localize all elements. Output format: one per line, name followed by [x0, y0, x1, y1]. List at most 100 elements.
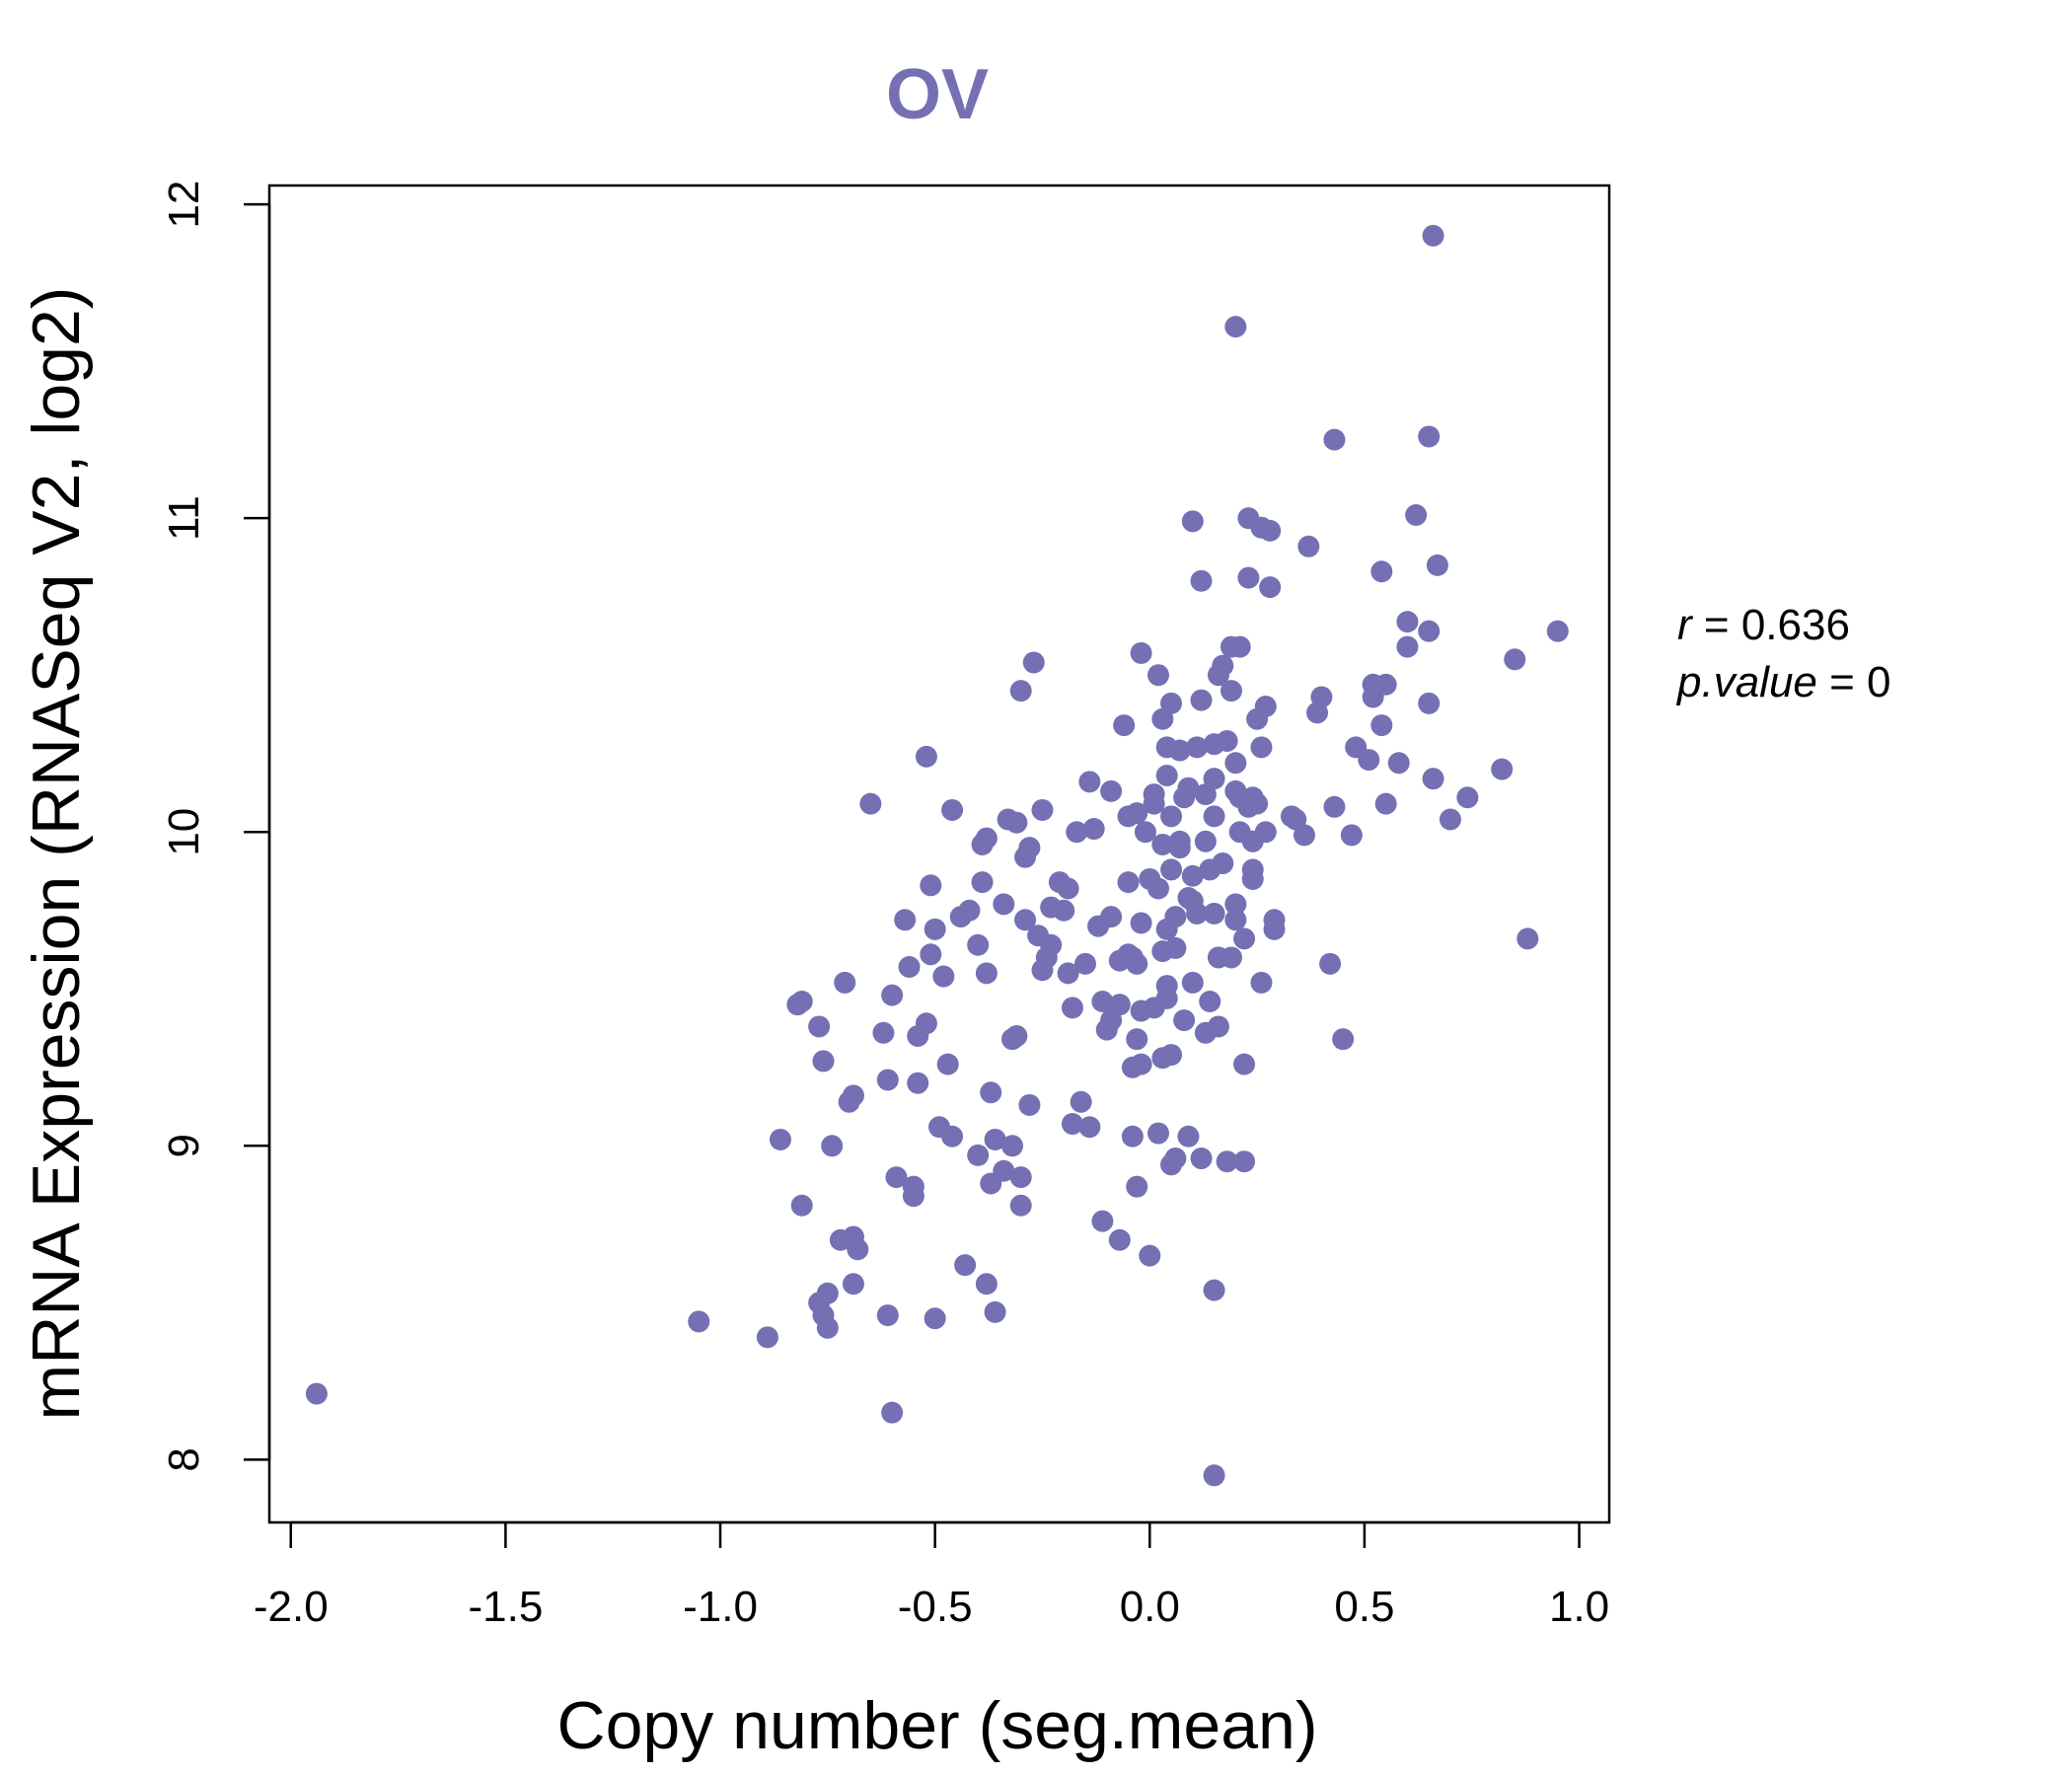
data-point — [1160, 692, 1183, 714]
r-value: 0.636 — [1741, 601, 1850, 649]
data-point — [1057, 962, 1079, 985]
data-point — [834, 971, 856, 994]
data-point — [790, 1194, 813, 1217]
data-point — [1147, 664, 1169, 687]
data-point — [1139, 1244, 1161, 1267]
data-point — [859, 792, 882, 815]
data-point — [812, 1050, 835, 1073]
data-point — [1203, 768, 1225, 790]
data-point — [1319, 952, 1342, 975]
data-point — [1177, 777, 1200, 799]
data-point — [1422, 768, 1444, 790]
data-point — [1009, 1194, 1032, 1217]
data-point — [1057, 877, 1079, 900]
data-point — [1073, 952, 1096, 975]
data-point — [769, 1128, 791, 1150]
data-point — [984, 1128, 1006, 1150]
data-point — [932, 965, 955, 988]
data-point — [1224, 909, 1247, 931]
data-point — [1061, 997, 1083, 1019]
data-point — [975, 962, 998, 985]
data-point — [954, 1254, 977, 1277]
data-point — [1224, 752, 1247, 775]
data-point — [1155, 764, 1178, 786]
data-point — [1237, 566, 1260, 589]
data-point — [1078, 1116, 1101, 1139]
data-point — [872, 1021, 895, 1044]
y-tick-label: 8 — [160, 1447, 208, 1471]
data-point — [920, 943, 942, 966]
data-point — [1147, 877, 1169, 900]
x-tick-label: -0.5 — [898, 1583, 973, 1631]
data-point — [1091, 1210, 1114, 1232]
y-axis-title: mRNA Expression (RNASeq V2, log2) — [19, 287, 94, 1421]
data-point — [1061, 1113, 1083, 1136]
data-point — [1151, 833, 1174, 855]
data-point — [1456, 786, 1479, 809]
data-point — [842, 1084, 864, 1107]
data-point — [688, 1310, 710, 1333]
data-point — [1100, 906, 1123, 928]
data-point — [1082, 818, 1105, 841]
data-point — [924, 918, 946, 940]
y-axis: 8 9 10 11 12 — [160, 181, 271, 1472]
data-point — [1323, 428, 1346, 451]
data-point — [1374, 673, 1397, 696]
data-point — [1134, 821, 1156, 844]
y-tick-label: 9 — [160, 1134, 208, 1157]
data-point — [1160, 858, 1183, 881]
data-point — [1233, 927, 1256, 950]
data-point — [1160, 805, 1183, 828]
data-point — [1332, 1028, 1355, 1051]
data-point — [876, 1069, 899, 1091]
data-point — [920, 874, 942, 897]
data-point — [1418, 425, 1441, 448]
data-point — [1491, 758, 1514, 780]
data-point — [1164, 906, 1187, 928]
data-point — [1181, 971, 1204, 994]
data-point — [1246, 792, 1269, 815]
data-point — [1297, 535, 1320, 557]
data-point — [915, 745, 937, 768]
data-point — [1168, 739, 1191, 762]
data-point — [1014, 909, 1037, 931]
data-point — [993, 1159, 1015, 1182]
data-point — [1031, 798, 1054, 821]
p-equals: = — [1817, 658, 1867, 706]
data-point — [1091, 990, 1114, 1012]
data-point — [915, 1012, 937, 1035]
data-point — [1203, 805, 1225, 828]
data-point — [1323, 795, 1346, 818]
data-point — [1190, 1147, 1213, 1170]
data-point — [1396, 635, 1419, 658]
data-point — [1005, 811, 1028, 834]
data-point — [1310, 686, 1333, 708]
data-point — [1228, 635, 1251, 658]
data-point — [1340, 824, 1363, 847]
data-point — [1387, 752, 1410, 775]
data-point — [894, 909, 917, 931]
r-equals: = — [1692, 601, 1741, 649]
r-statistic: r = 0.636 — [1677, 601, 1850, 649]
data-point — [993, 893, 1015, 916]
data-point — [876, 1304, 899, 1327]
data-point — [1130, 641, 1152, 664]
data-point — [1009, 1166, 1032, 1189]
data-point — [1177, 1125, 1200, 1147]
data-point — [1199, 990, 1221, 1012]
data-point — [790, 990, 813, 1012]
data-point — [967, 1144, 990, 1166]
data-point — [1233, 1053, 1256, 1075]
data-point — [1422, 224, 1444, 247]
x-tick-label: 0.5 — [1334, 1583, 1394, 1631]
data-point — [881, 1401, 904, 1424]
data-point — [1130, 912, 1152, 934]
data-point — [1078, 771, 1101, 793]
y-tick-label: 11 — [160, 495, 208, 541]
data-point — [1259, 519, 1282, 542]
x-tick-label: -2.0 — [254, 1583, 329, 1631]
x-tick-label: -1.0 — [683, 1583, 758, 1631]
x-axis: -2.0 -1.5 -1.0 -0.5 0.0 0.5 1.0 — [254, 1520, 1609, 1631]
data-point — [847, 1238, 869, 1261]
